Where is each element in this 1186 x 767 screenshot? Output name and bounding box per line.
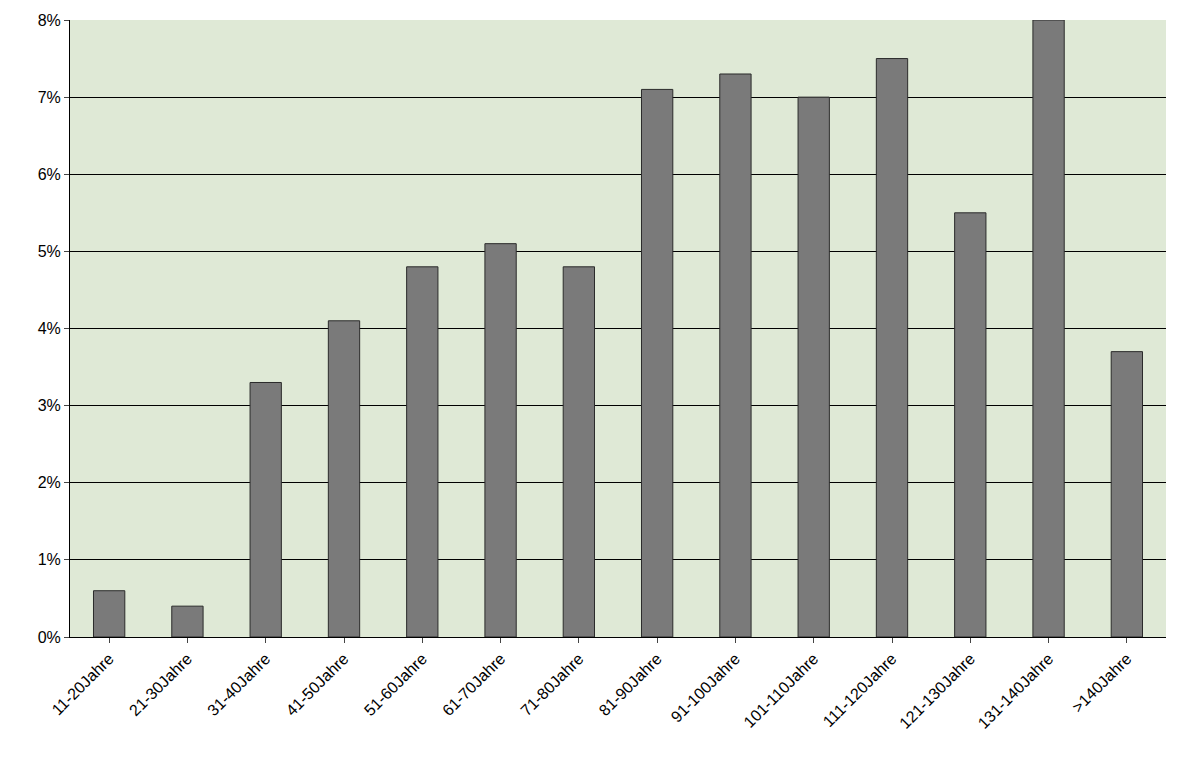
svg-text:8%: 8% — [38, 12, 61, 29]
svg-text:71-80Jahre: 71-80Jahre — [517, 650, 586, 719]
svg-text:31-40Jahre: 31-40Jahre — [204, 650, 273, 719]
svg-text:>140Jahre: >140Jahre — [1069, 650, 1135, 716]
svg-text:11-20Jahre: 11-20Jahre — [48, 650, 116, 718]
svg-text:6%: 6% — [38, 166, 61, 183]
svg-text:131-140Jahre: 131-140Jahre — [975, 650, 1057, 732]
svg-text:4%: 4% — [38, 320, 61, 337]
svg-text:21-30Jahre: 21-30Jahre — [126, 650, 195, 719]
svg-text:3%: 3% — [38, 397, 61, 414]
svg-text:51-60Jahre: 51-60Jahre — [361, 650, 430, 719]
svg-text:61-70Jahre: 61-70Jahre — [439, 650, 508, 719]
svg-text:1%: 1% — [38, 551, 61, 568]
svg-text:41-50Jahre: 41-50Jahre — [283, 650, 352, 719]
svg-text:111-120Jahre: 111-120Jahre — [820, 650, 900, 730]
svg-text:91-100Jahre: 91-100Jahre — [668, 650, 744, 726]
svg-text:0%: 0% — [38, 629, 61, 646]
svg-text:2%: 2% — [38, 474, 61, 491]
svg-text:5%: 5% — [38, 243, 61, 260]
svg-text:7%: 7% — [38, 89, 61, 106]
svg-text:101-110Jahre: 101-110Jahre — [740, 650, 821, 731]
svg-text:121-130Jahre: 121-130Jahre — [896, 650, 978, 732]
svg-text:81-90Jahre: 81-90Jahre — [596, 650, 665, 719]
